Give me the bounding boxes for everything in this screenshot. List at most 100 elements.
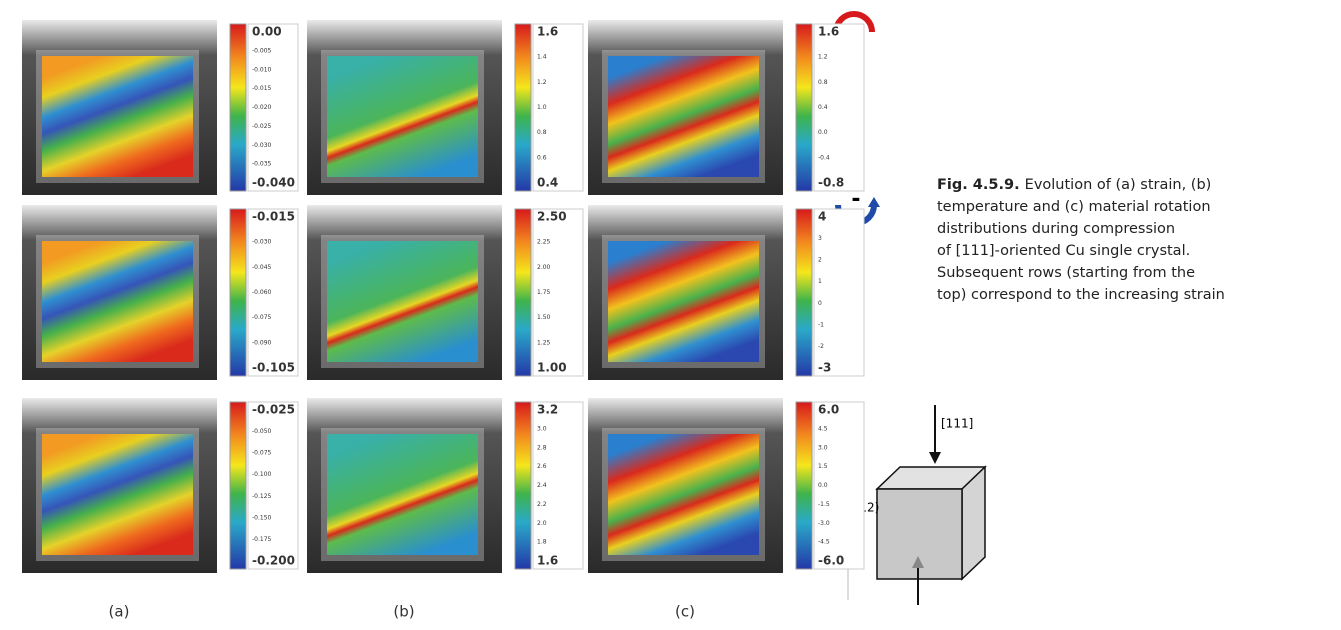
colorbar-tick-label: 2.2 (537, 501, 547, 508)
caption-number: Fig. 4.5.9. (937, 177, 1025, 193)
colorbar-tick-label: 2.8 (537, 444, 547, 451)
colorbar-tick-label: 1 (818, 278, 822, 285)
colorbar-tick-label: -0.075 (252, 314, 272, 321)
colorbar-tick-label: 1.6 (818, 25, 839, 39)
colorbar-tick-label: 1.6 (537, 25, 558, 39)
field-map (42, 56, 193, 177)
colorbar-tick-label: -0.4 (818, 154, 830, 161)
colorbar-tick-label: -0.075 (252, 450, 272, 457)
colorbar-label-box (247, 401, 299, 570)
colorbar-tick-label: -2 (818, 343, 824, 350)
panel-label: (a) (109, 603, 130, 621)
caption-line: top) correspond to the increasing strain (937, 287, 1225, 303)
colorbar-tick-label: -0.045 (252, 264, 272, 271)
field-map (608, 241, 759, 362)
panel-label: (c) (675, 603, 695, 621)
colorbar-tick-label: -0.175 (252, 536, 272, 543)
colorbar-label-box (247, 208, 299, 377)
field-map (327, 241, 478, 362)
caption: Fig. 4.5.9. Evolution of (a) strain, (b)… (937, 177, 1225, 303)
colorbar (514, 23, 532, 192)
colorbar-tick-label: 3.2 (537, 403, 558, 417)
colorbar-tick-label: -0.105 (252, 361, 295, 375)
colorbar-tick-label: -0.125 (252, 493, 272, 500)
colorbar-tick-label: -0.005 (252, 47, 272, 54)
caption-line: temperature and (c) material rotation (937, 199, 1211, 215)
colorbar-tick-label: -3 (818, 361, 831, 375)
colorbar-tick-label: 2.25 (537, 239, 551, 246)
colorbar-label-box (813, 401, 865, 570)
colorbar-label-box (532, 208, 584, 377)
colorbar-tick-label: -0.030 (252, 239, 272, 246)
colorbar-tick-label: -0.040 (252, 176, 295, 190)
colorbar-tick-label: 4 (818, 210, 826, 224)
colorbar-tick-label: -0.025 (252, 403, 295, 417)
colorbar-tick-label: 6.0 (818, 403, 839, 417)
field-map (42, 241, 193, 362)
colorbar-tick-label: -4.5 (818, 539, 830, 546)
arrow-head (929, 452, 941, 464)
colorbar-label-box (813, 208, 865, 377)
colorbar (795, 23, 813, 192)
colorbar-tick-label: 1.0 (537, 104, 547, 111)
field-map (327, 434, 478, 555)
colorbar-tick-label: -0.150 (252, 514, 272, 521)
colorbar-tick-label: -0.015 (252, 210, 295, 224)
colorbar (795, 401, 813, 570)
colorbar-tick-label: 2.50 (537, 210, 567, 224)
arrow-head (912, 556, 924, 568)
colorbar-tick-label: 2 (818, 257, 822, 264)
colorbar-tick-label: 0 (818, 300, 822, 307)
colorbar-tick-label: 2.0 (537, 520, 547, 527)
panel-label: (b) (393, 603, 414, 621)
colorbar-label-box (532, 23, 584, 192)
colorbar-tick-label: 0.0 (818, 129, 828, 136)
field-map (42, 434, 193, 555)
colorbar-tick-label: 1.2 (537, 79, 547, 86)
colorbar-tick-label: -0.035 (252, 161, 272, 168)
colorbar-tick-label: -0.030 (252, 142, 272, 149)
colorbar-tick-label: -3.0 (818, 520, 830, 527)
colorbar-tick-label: -0.060 (252, 289, 272, 296)
colorbar-tick-label: 0.4 (818, 104, 828, 111)
colorbar-tick-label: -0.8 (818, 176, 844, 190)
rotation-negative: - (851, 187, 860, 212)
colorbar-tick-label: 4.5 (818, 425, 828, 432)
colorbar-tick-label: 0.4 (537, 176, 558, 190)
colorbar (514, 208, 532, 377)
colorbar-tick-label: -0.090 (252, 339, 272, 346)
colorbar-tick-label: -0.050 (252, 428, 272, 435)
field-map (608, 56, 759, 177)
colorbar-tick-label: 0.0 (818, 482, 828, 489)
colorbar-tick-label: -0.200 (252, 554, 295, 568)
colorbar (229, 208, 247, 377)
colorbar-tick-label: -0.010 (252, 66, 272, 73)
colorbar-tick-label: 0.6 (537, 154, 547, 161)
colorbar-tick-label: 1.25 (537, 339, 551, 346)
field-map (327, 56, 478, 177)
caption-line: Subsequent rows (starting from the (937, 265, 1195, 281)
colorbar-label-box (813, 23, 865, 192)
colorbar (229, 23, 247, 192)
colorbar-tick-label: 1.2 (818, 54, 828, 61)
colorbar-tick-label: -0.025 (252, 123, 272, 130)
colorbar-tick-label: 2.6 (537, 463, 547, 470)
colorbar-tick-label: 3.0 (537, 425, 547, 432)
colorbar-tick-label: 3 (818, 235, 822, 242)
colorbar-tick-label: -1 (818, 321, 824, 328)
caption-line: distributions during compression (937, 221, 1175, 237)
arrow-head (868, 197, 880, 207)
colorbar-tick-label: 1.6 (537, 554, 558, 568)
colorbar-label-box (247, 23, 299, 192)
colorbar-tick-label: 1.50 (537, 314, 551, 321)
colorbar-tick-label: 3.0 (818, 444, 828, 451)
colorbar-tick-label: 0.8 (818, 79, 828, 86)
colorbar-tick-label: 0.8 (537, 129, 547, 136)
caption-line: of [111]-oriented Cu single crystal. (937, 243, 1190, 259)
caption-line: Evolution of (a) strain, (b) (1025, 177, 1212, 193)
colorbar-tick-label: 0.00 (252, 25, 282, 39)
colorbar (795, 208, 813, 377)
colorbar (229, 401, 247, 570)
colorbar-tick-label: 2.4 (537, 482, 547, 489)
